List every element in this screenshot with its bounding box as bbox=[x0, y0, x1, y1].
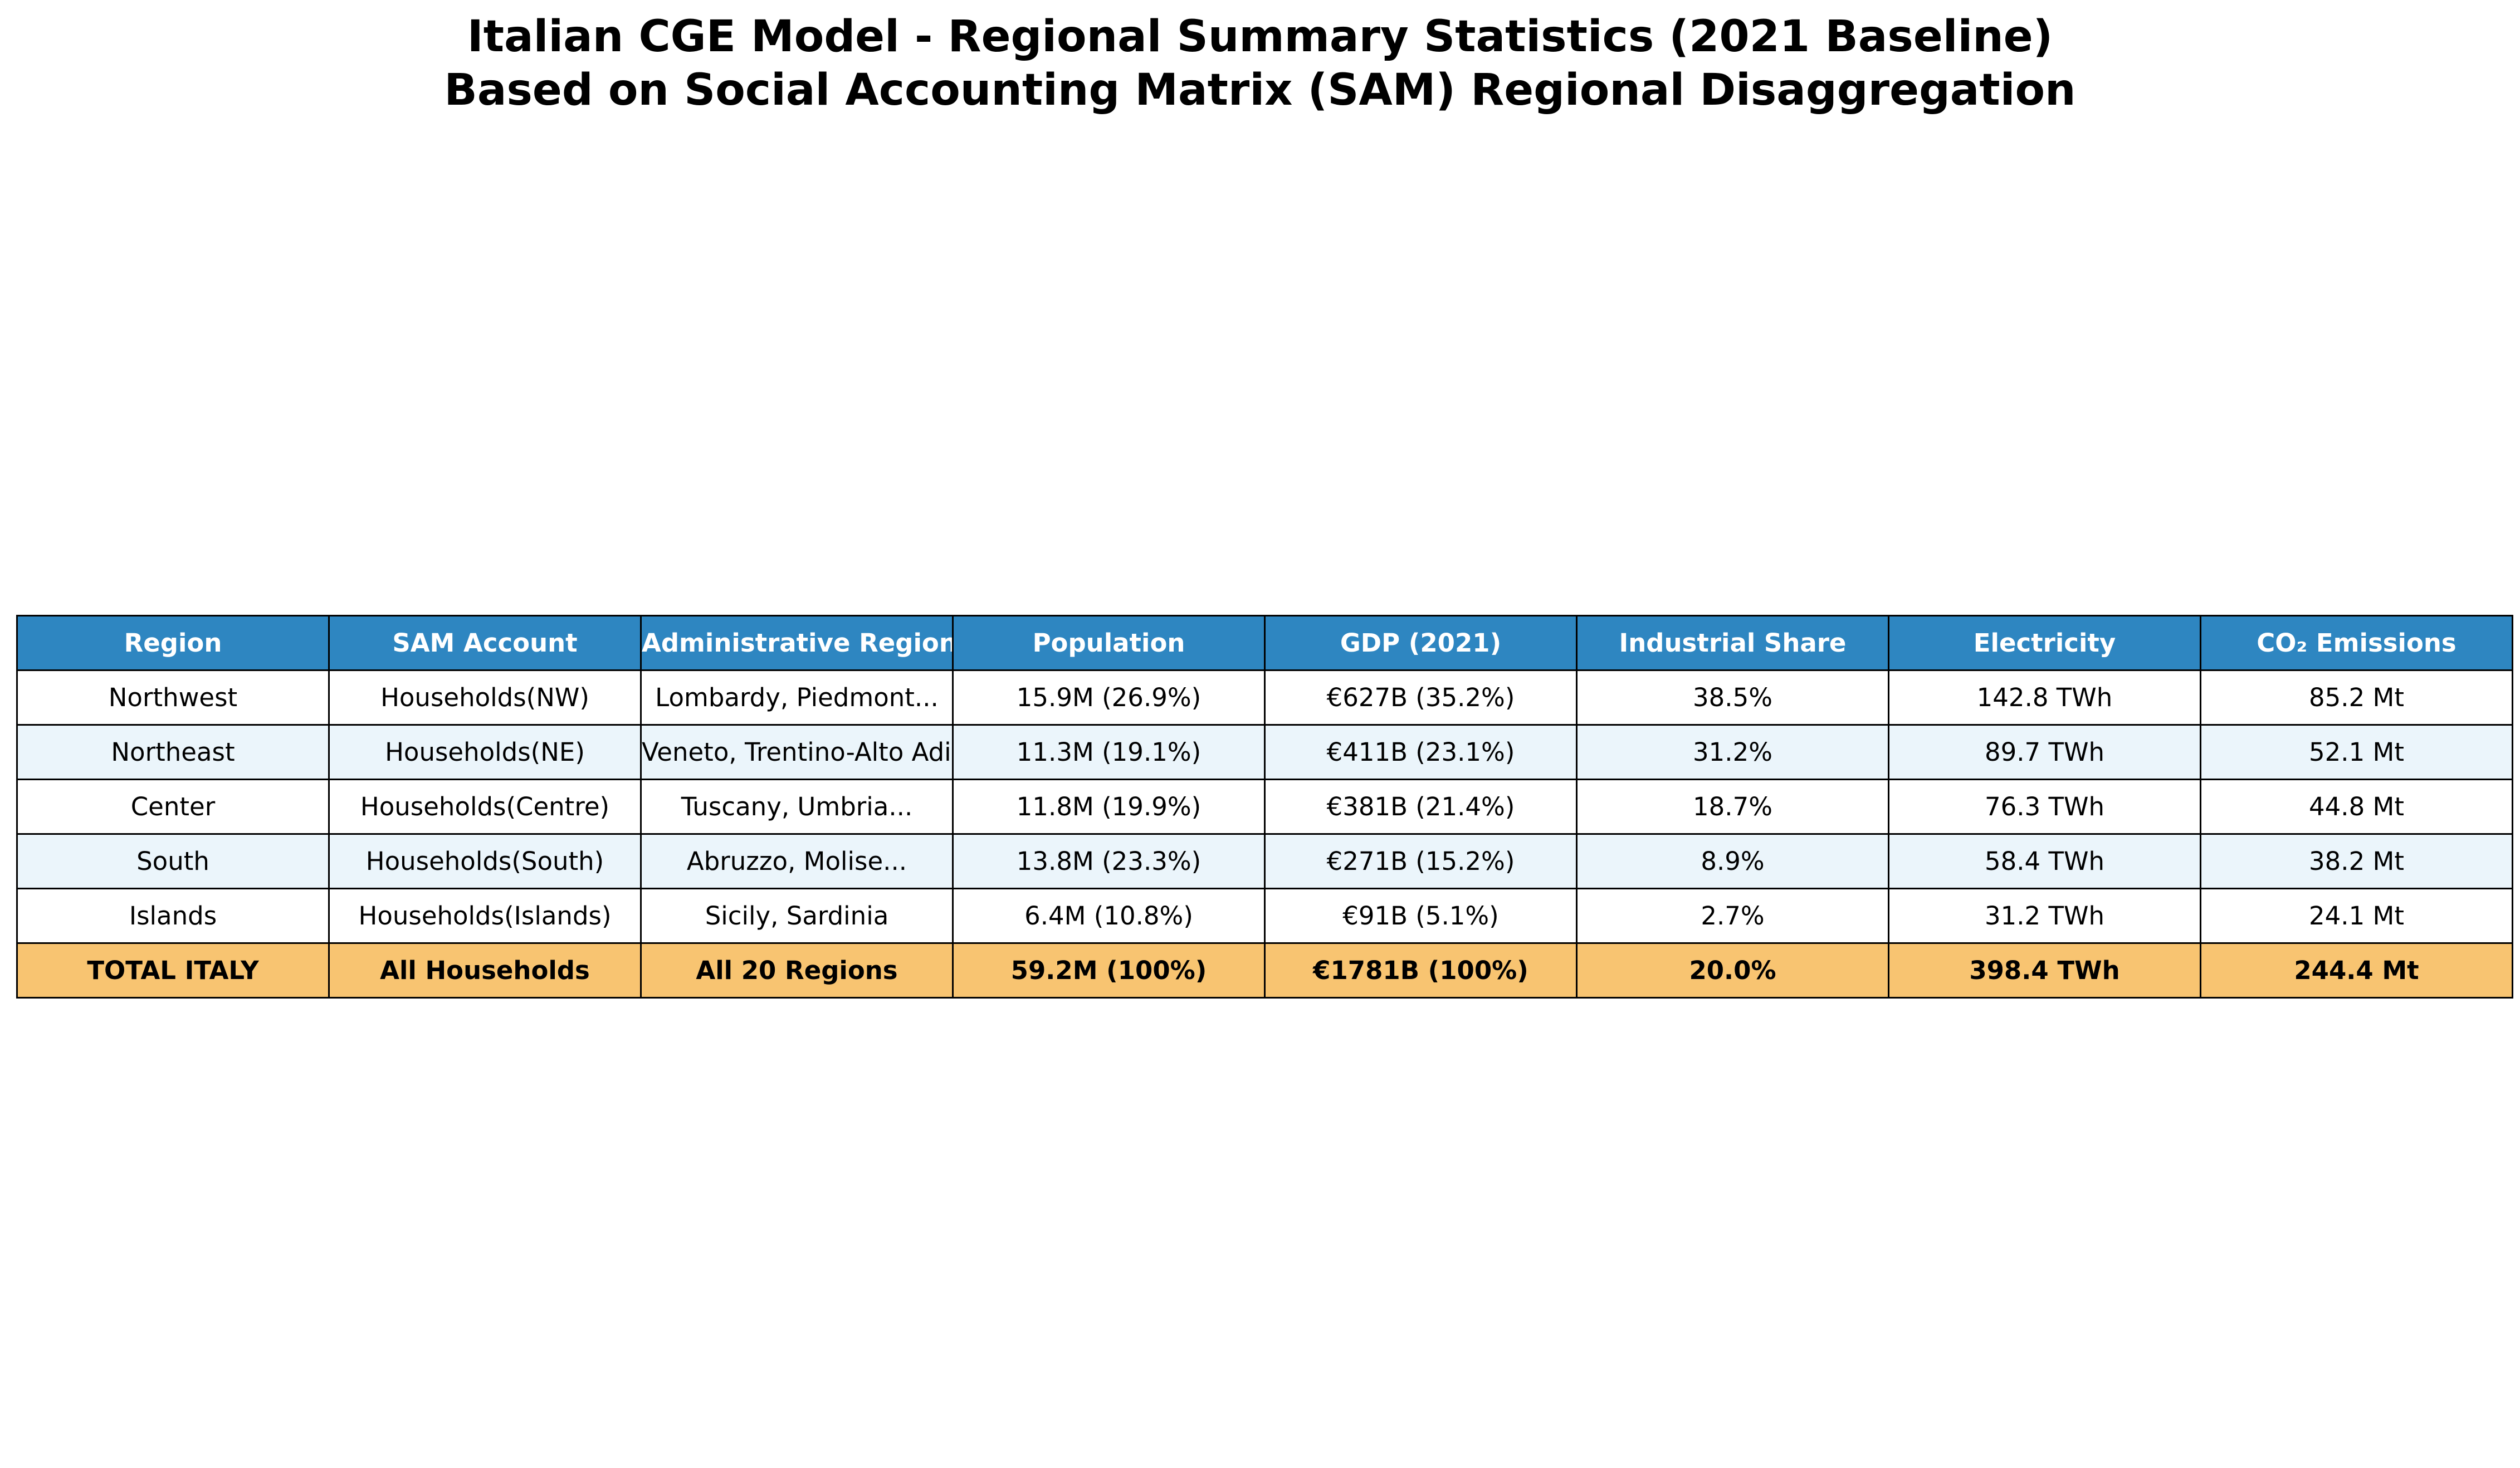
table-cell-population: 11.3M (19.1%) bbox=[952, 724, 1266, 780]
table-cell-co2-emissions: 38.2 Mt bbox=[2200, 833, 2513, 889]
total-cell-administrative-region: All 20 Regions bbox=[640, 942, 954, 999]
table-cell-industrial-share: 8.9% bbox=[1576, 833, 1889, 889]
table-cell-administrative-region: Abruzzo, Molise... bbox=[640, 833, 954, 889]
column-header-industrial-share: Industrial Share bbox=[1576, 615, 1889, 671]
table-body: Northwest Households(NW) Lombardy, Piedm… bbox=[16, 669, 2513, 999]
table-cell-industrial-share: 31.2% bbox=[1576, 724, 1889, 780]
table-cell-gdp: €271B (15.2%) bbox=[1264, 833, 1578, 889]
column-header-administrative-region: Administrative Region bbox=[640, 615, 954, 671]
table-row: Islands Households(Islands) Sicily, Sard… bbox=[16, 888, 2513, 944]
chart-subtitle-line: Based on Social Accounting Matrix (SAM) … bbox=[444, 65, 2076, 115]
table-cell-region: Northeast bbox=[16, 724, 330, 780]
total-cell-sam-account: All Households bbox=[328, 942, 642, 999]
column-header-gdp: GDP (2021) bbox=[1264, 615, 1578, 671]
table-cell-administrative-region: Lombardy, Piedmont... bbox=[640, 669, 954, 726]
total-row: TOTAL ITALY All Households All 20 Region… bbox=[16, 942, 2513, 999]
table-cell-gdp: €381B (21.4%) bbox=[1264, 779, 1578, 835]
table-row: Northwest Households(NW) Lombardy, Piedm… bbox=[16, 669, 2513, 726]
table-row: Center Households(Centre) Tuscany, Umbri… bbox=[16, 779, 2513, 835]
column-header-co2-emissions: CO₂ Emissions bbox=[2200, 615, 2513, 671]
table-cell-region: Islands bbox=[16, 888, 330, 944]
table-cell-industrial-share: 38.5% bbox=[1576, 669, 1889, 726]
table-cell-electricity: 142.8 TWh bbox=[1888, 669, 2201, 726]
table-cell-sam-account: Households(South) bbox=[328, 833, 642, 889]
table-cell-administrative-region: Tuscany, Umbria... bbox=[640, 779, 954, 835]
summary-table: Region SAM Account Administrative Region… bbox=[16, 615, 2513, 999]
column-header-sam-account: SAM Account bbox=[328, 615, 642, 671]
chart-title-line: Italian CGE Model - Regional Summary Sta… bbox=[467, 12, 2053, 62]
table-cell-population: 11.8M (19.9%) bbox=[952, 779, 1266, 835]
total-cell-industrial-share: 20.0% bbox=[1576, 942, 1889, 999]
table-row: South Households(South) Abruzzo, Molise.… bbox=[16, 833, 2513, 889]
total-cell-electricity: 398.4 TWh bbox=[1888, 942, 2201, 999]
table-cell-administrative-region: Veneto, Trentino-Alto Adige bbox=[640, 724, 954, 780]
column-header-electricity: Electricity bbox=[1888, 615, 2201, 671]
table-cell-industrial-share: 18.7% bbox=[1576, 779, 1889, 835]
chart-title: Italian CGE Model - Regional Summary Sta… bbox=[0, 10, 2520, 117]
table-cell-co2-emissions: 52.1 Mt bbox=[2200, 724, 2513, 780]
header-row: Region SAM Account Administrative Region… bbox=[16, 615, 2513, 671]
table-cell-industrial-share: 2.7% bbox=[1576, 888, 1889, 944]
table-cell-gdp: €91B (5.1%) bbox=[1264, 888, 1578, 944]
table-cell-co2-emissions: 44.8 Mt bbox=[2200, 779, 2513, 835]
table-cell-electricity: 58.4 TWh bbox=[1888, 833, 2201, 889]
table-cell-electricity: 31.2 TWh bbox=[1888, 888, 2201, 944]
column-header-region: Region bbox=[16, 615, 330, 671]
table-cell-electricity: 89.7 TWh bbox=[1888, 724, 2201, 780]
total-cell-gdp: €1781B (100%) bbox=[1264, 942, 1578, 999]
table-cell-population: 15.9M (26.9%) bbox=[952, 669, 1266, 726]
table-cell-gdp: €411B (23.1%) bbox=[1264, 724, 1578, 780]
table-cell-sam-account: Households(NW) bbox=[328, 669, 642, 726]
total-cell-region: TOTAL ITALY bbox=[16, 942, 330, 999]
total-cell-population: 59.2M (100%) bbox=[952, 942, 1266, 999]
column-header-population: Population bbox=[952, 615, 1266, 671]
table-cell-co2-emissions: 24.1 Mt bbox=[2200, 888, 2513, 944]
table-cell-electricity: 76.3 TWh bbox=[1888, 779, 2201, 835]
table-cell-co2-emissions: 85.2 Mt bbox=[2200, 669, 2513, 726]
table-header: Region SAM Account Administrative Region… bbox=[16, 615, 2513, 671]
total-cell-co2-emissions: 244.4 Mt bbox=[2200, 942, 2513, 999]
table-cell-gdp: €627B (35.2%) bbox=[1264, 669, 1578, 726]
table-cell-region: Northwest bbox=[16, 669, 330, 726]
table-cell-sam-account: Households(Centre) bbox=[328, 779, 642, 835]
table-row: Northeast Households(NE) Veneto, Trentin… bbox=[16, 724, 2513, 780]
table-cell-region: Center bbox=[16, 779, 330, 835]
summary-table-container: Region SAM Account Administrative Region… bbox=[16, 615, 2513, 999]
table-cell-region: South bbox=[16, 833, 330, 889]
table-cell-administrative-region: Sicily, Sardinia bbox=[640, 888, 954, 944]
table-cell-sam-account: Households(Islands) bbox=[328, 888, 642, 944]
table-cell-population: 13.8M (23.3%) bbox=[952, 833, 1266, 889]
table-cell-sam-account: Households(NE) bbox=[328, 724, 642, 780]
table-cell-population: 6.4M (10.8%) bbox=[952, 888, 1266, 944]
